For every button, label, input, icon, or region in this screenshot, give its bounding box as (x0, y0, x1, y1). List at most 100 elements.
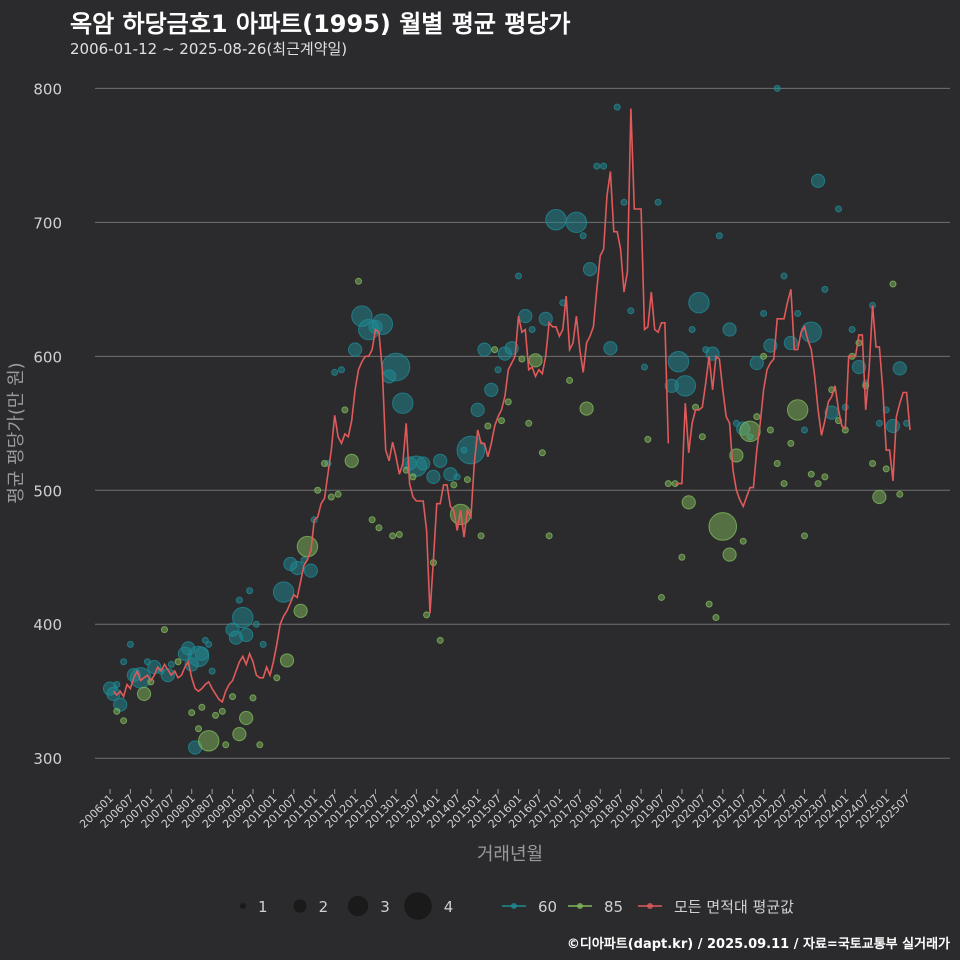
y-tick-label: 600 (33, 348, 62, 366)
bubble-point-85 (698, 433, 706, 441)
y-tick-label: 300 (33, 750, 62, 768)
legend-series-label: 모든 면적대 평균값 (674, 898, 794, 916)
bubble-point-60 (484, 382, 499, 397)
y-tick-labels: 300 400 500 600 700 800 (33, 80, 62, 768)
bubble-point-85 (869, 459, 877, 467)
bubble-point-60 (848, 326, 856, 334)
bubble-point-85 (136, 686, 152, 702)
bubble-point-60 (800, 321, 822, 343)
bubble-point-85 (739, 420, 761, 443)
bubble-point-60 (705, 346, 720, 361)
bubble-point-85 (712, 614, 720, 622)
bubble-point-85 (256, 741, 264, 749)
bubble-point-85 (484, 422, 492, 430)
bubble-point-60 (235, 596, 243, 604)
bubble-point-85 (872, 489, 887, 505)
bubble-point-60 (875, 419, 883, 427)
bubble-point-60 (582, 262, 598, 277)
bubble-point-60 (477, 342, 492, 357)
bubble-point-85 (657, 593, 665, 601)
bubble-point-60 (259, 640, 267, 648)
series-line (112, 108, 911, 704)
bubble-point-85 (249, 694, 257, 702)
bubble-point-60 (821, 285, 829, 293)
bubble-point-85 (273, 674, 281, 682)
bubble-point-85 (198, 730, 220, 752)
bubble-point-60 (426, 469, 441, 484)
bubble-point-60 (337, 366, 345, 374)
bubble-point-60 (416, 456, 431, 471)
bubble-point-85 (896, 490, 904, 498)
y-tick-label: 800 (33, 80, 62, 98)
bubble-point-60 (674, 375, 697, 397)
bubble-point-60 (800, 426, 808, 434)
bubble-point-60 (565, 211, 588, 234)
bubble-point-85 (409, 473, 417, 481)
legend-size-label: 4 (444, 898, 454, 916)
bubble-point-60 (381, 352, 411, 382)
bubble-point-85 (314, 486, 322, 494)
bubble-point-60 (763, 338, 778, 353)
bubble-point-60 (545, 208, 567, 231)
bubble-point-85 (504, 398, 512, 406)
y-tick-label: 500 (33, 482, 62, 500)
bubble-point-60 (603, 341, 618, 356)
x-tick-labels: 2006012006072007012007072008012008072009… (77, 789, 913, 831)
bubble-point-85 (232, 726, 247, 742)
legend-size-key (293, 899, 307, 913)
bubble-point-85 (120, 717, 128, 725)
bubble-point-85 (160, 626, 168, 634)
bubble-point-85 (678, 553, 686, 561)
bubble-point-60 (783, 335, 798, 351)
bubble-point-85 (327, 493, 335, 501)
bubble-point-85 (222, 741, 230, 749)
legend-series-label: 60 (538, 898, 557, 916)
bubble-point-85 (344, 453, 359, 468)
bubble-point-85 (436, 636, 444, 644)
bubble-point-85 (739, 537, 747, 545)
bubble-point-85 (800, 532, 808, 540)
bubble-point-60 (392, 392, 414, 414)
bubble-point-60 (579, 232, 587, 240)
bubble-point-85 (753, 413, 761, 421)
bubble-point-85 (821, 473, 829, 481)
bubble-point-85 (708, 512, 738, 541)
bubble-point-60 (688, 292, 710, 314)
bubble-point-60 (303, 563, 318, 578)
bubble-point-85 (518, 355, 526, 363)
bubble-point-85 (218, 707, 226, 715)
gridlines (95, 87, 950, 759)
bubble-point-85 (644, 435, 652, 443)
bubble-point-85 (729, 448, 744, 463)
bubble-point-85 (773, 459, 781, 467)
bubble-point-85 (450, 481, 458, 489)
bubble-point-60 (715, 232, 723, 240)
bubble-point-60 (892, 361, 907, 376)
legend-dot-key (511, 903, 517, 909)
bubble-point-60 (433, 453, 448, 468)
bubble-point-85 (681, 495, 696, 510)
bubble-point-60 (456, 435, 486, 465)
bubble-point-85 (579, 401, 594, 416)
legend-series-label: 85 (604, 898, 623, 916)
bubble-point-85 (188, 709, 196, 717)
bubble-point-60 (688, 326, 696, 334)
legend-size-key (404, 892, 432, 920)
bubble-point-85 (341, 406, 349, 414)
bubble-point-60 (331, 368, 339, 376)
bubble-point-60 (593, 162, 601, 170)
bubble-point-85 (787, 439, 795, 447)
bubble-point-60 (252, 620, 260, 628)
bubble-point-85 (368, 516, 376, 524)
bubble-point-85 (664, 480, 672, 488)
bubble-point-60 (194, 646, 210, 661)
bubble-point-60 (627, 307, 635, 315)
legend-size-label: 1 (258, 898, 268, 916)
bubble-point-85 (566, 376, 574, 384)
bubble-point-85 (705, 600, 713, 608)
bubble-point-60 (528, 326, 536, 334)
bubble-point-60 (773, 84, 781, 92)
bubble-point-60 (600, 162, 608, 170)
bubble-point-85 (780, 480, 788, 488)
